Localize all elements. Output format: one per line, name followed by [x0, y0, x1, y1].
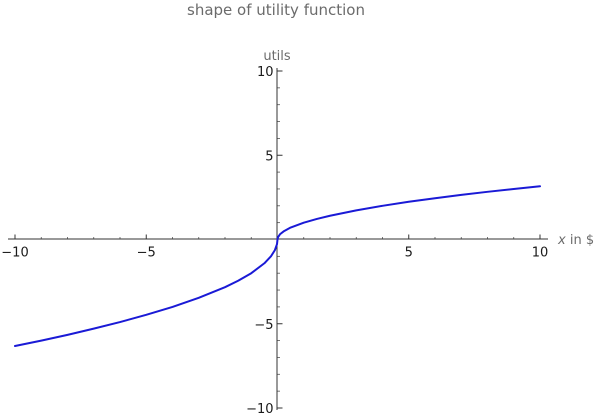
y-tick-label: −5 — [254, 318, 273, 333]
x-tick-label: −10 — [1, 246, 28, 261]
y-tick-label: 10 — [257, 65, 274, 80]
series-line — [14, 185, 541, 347]
major-ticks — [14, 70, 541, 409]
x-tick-label: −5 — [137, 246, 156, 261]
y-tick-label: 5 — [265, 149, 273, 164]
x-axis-label: x in $ — [557, 233, 594, 248]
x-tick-label: 10 — [532, 246, 549, 261]
y-tick-label: −10 — [246, 402, 273, 417]
x-tick-label: 5 — [405, 246, 413, 261]
series-group — [14, 185, 541, 347]
y-axis-label: utils — [263, 49, 291, 64]
tick-labels: −10 −5 5 10 −10 −5 5 10 — [1, 65, 548, 417]
x-axis-label-unit: in $ — [566, 233, 594, 248]
x-axis-label-variable: x — [557, 233, 566, 248]
chart-title: shape of utility function — [187, 1, 365, 19]
